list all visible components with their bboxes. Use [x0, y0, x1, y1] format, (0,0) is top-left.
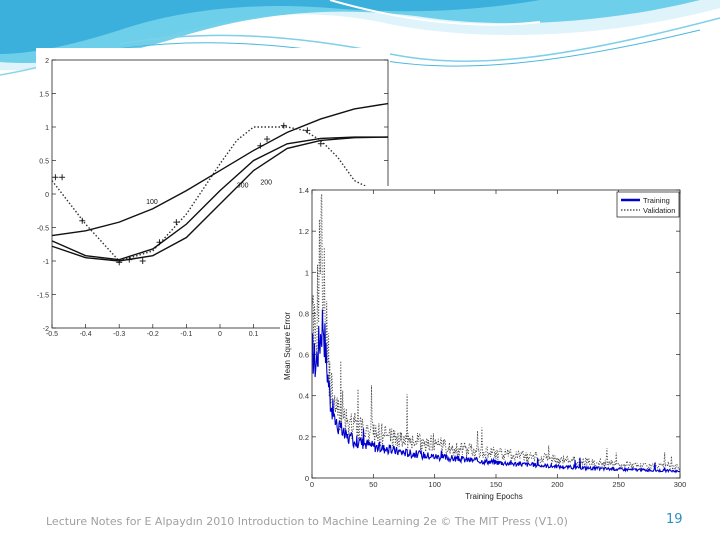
y-axis-label: Mean Square Error — [283, 312, 292, 380]
left-chart-annotations: 100 300 200 — [146, 180, 272, 206]
legend-training-label: Training — [643, 196, 670, 205]
right-chart-curves — [311, 194, 681, 474]
data-point — [139, 258, 146, 264]
data-point — [79, 217, 86, 224]
left-x-tick-label: -0.2 — [147, 331, 159, 338]
fit-curve-200 — [51, 136, 389, 262]
data-point — [264, 136, 271, 143]
left-y-tick-label: -2 — [43, 326, 49, 333]
right-x-tick-label: 50 — [369, 480, 377, 489]
right-y-tick-label: 0.6 — [299, 351, 309, 360]
right-x-tick-label: 100 — [428, 480, 441, 489]
training-error-chart: 0 0.2 0.4 0.6 0.8 1 1.2 1.4 0 50 100 150 200 250 300 T… — [280, 186, 690, 504]
data-point — [257, 142, 264, 149]
left-x-tick-label: -0.1 — [180, 331, 192, 338]
data-point — [317, 140, 324, 147]
page-number: 19 — [666, 512, 683, 527]
left-y-tick-label: 0 — [45, 192, 49, 199]
data-point — [52, 174, 59, 181]
right-y-tick-label: 1 — [305, 268, 309, 277]
right-y-tick-label: 0 — [305, 474, 309, 483]
x-axis-label: Training Epochs — [465, 492, 523, 501]
left-x-tick-label: -0.3 — [113, 331, 125, 338]
right-x-tick-label: 0 — [310, 480, 314, 489]
training-line — [311, 309, 681, 474]
right-y-tick-label: 0.2 — [299, 433, 309, 442]
left-y-tick-label: 1.5 — [39, 92, 49, 99]
left-x-tick-label: -0.4 — [80, 331, 92, 338]
right-y-tick-label: 0.4 — [299, 392, 309, 401]
right-y-tick-label: 1.4 — [299, 186, 309, 195]
data-point — [304, 127, 311, 134]
right-x-tick-label: 150 — [490, 480, 503, 489]
fit-curve-300 — [51, 136, 388, 261]
left-y-tick-label: 1 — [45, 125, 49, 132]
fit-curve-100 — [51, 102, 389, 237]
left-y-tick-label: 0.5 — [39, 159, 49, 166]
left-y-tick-label: -0.5 — [37, 226, 49, 233]
left-chart-points — [52, 122, 324, 266]
curve-annotation: 100 — [146, 199, 158, 206]
validation-line — [311, 194, 681, 471]
left-x-tick-label: 0.1 — [249, 331, 259, 338]
left-y-tick-label: -1.5 — [37, 293, 49, 300]
legend-validation-label: Validation — [643, 206, 675, 215]
left-y-tick-label: -1 — [43, 259, 49, 266]
legend: Training Validation — [616, 191, 680, 218]
data-point — [116, 259, 123, 266]
right-y-tick-label: 1.2 — [299, 227, 309, 236]
left-y-tick-label: 2 — [45, 58, 49, 65]
right-x-tick-label: 300 — [674, 480, 687, 489]
footer-text: Lecture Notes for E Alpaydın 2010 Introd… — [46, 515, 568, 528]
right-y-tick-label: 0.8 — [299, 309, 309, 318]
right-chart-axes: 0 0.2 0.4 0.6 0.8 1 1.2 1.4 0 50 100 150 200 250 300 — [299, 186, 687, 489]
right-x-tick-label: 200 — [551, 480, 564, 489]
data-point — [156, 239, 163, 246]
data-point — [173, 219, 180, 226]
left-x-tick-label: -0.5 — [46, 331, 58, 338]
right-x-tick-label: 250 — [612, 480, 625, 489]
curve-annotation: 300 — [237, 182, 249, 189]
curve-annotation: 200 — [260, 180, 272, 187]
data-point — [59, 174, 66, 181]
data-point — [280, 122, 287, 129]
left-x-tick-label: 0 — [218, 331, 222, 338]
data-point — [126, 256, 133, 263]
left-chart-curves — [51, 102, 389, 262]
